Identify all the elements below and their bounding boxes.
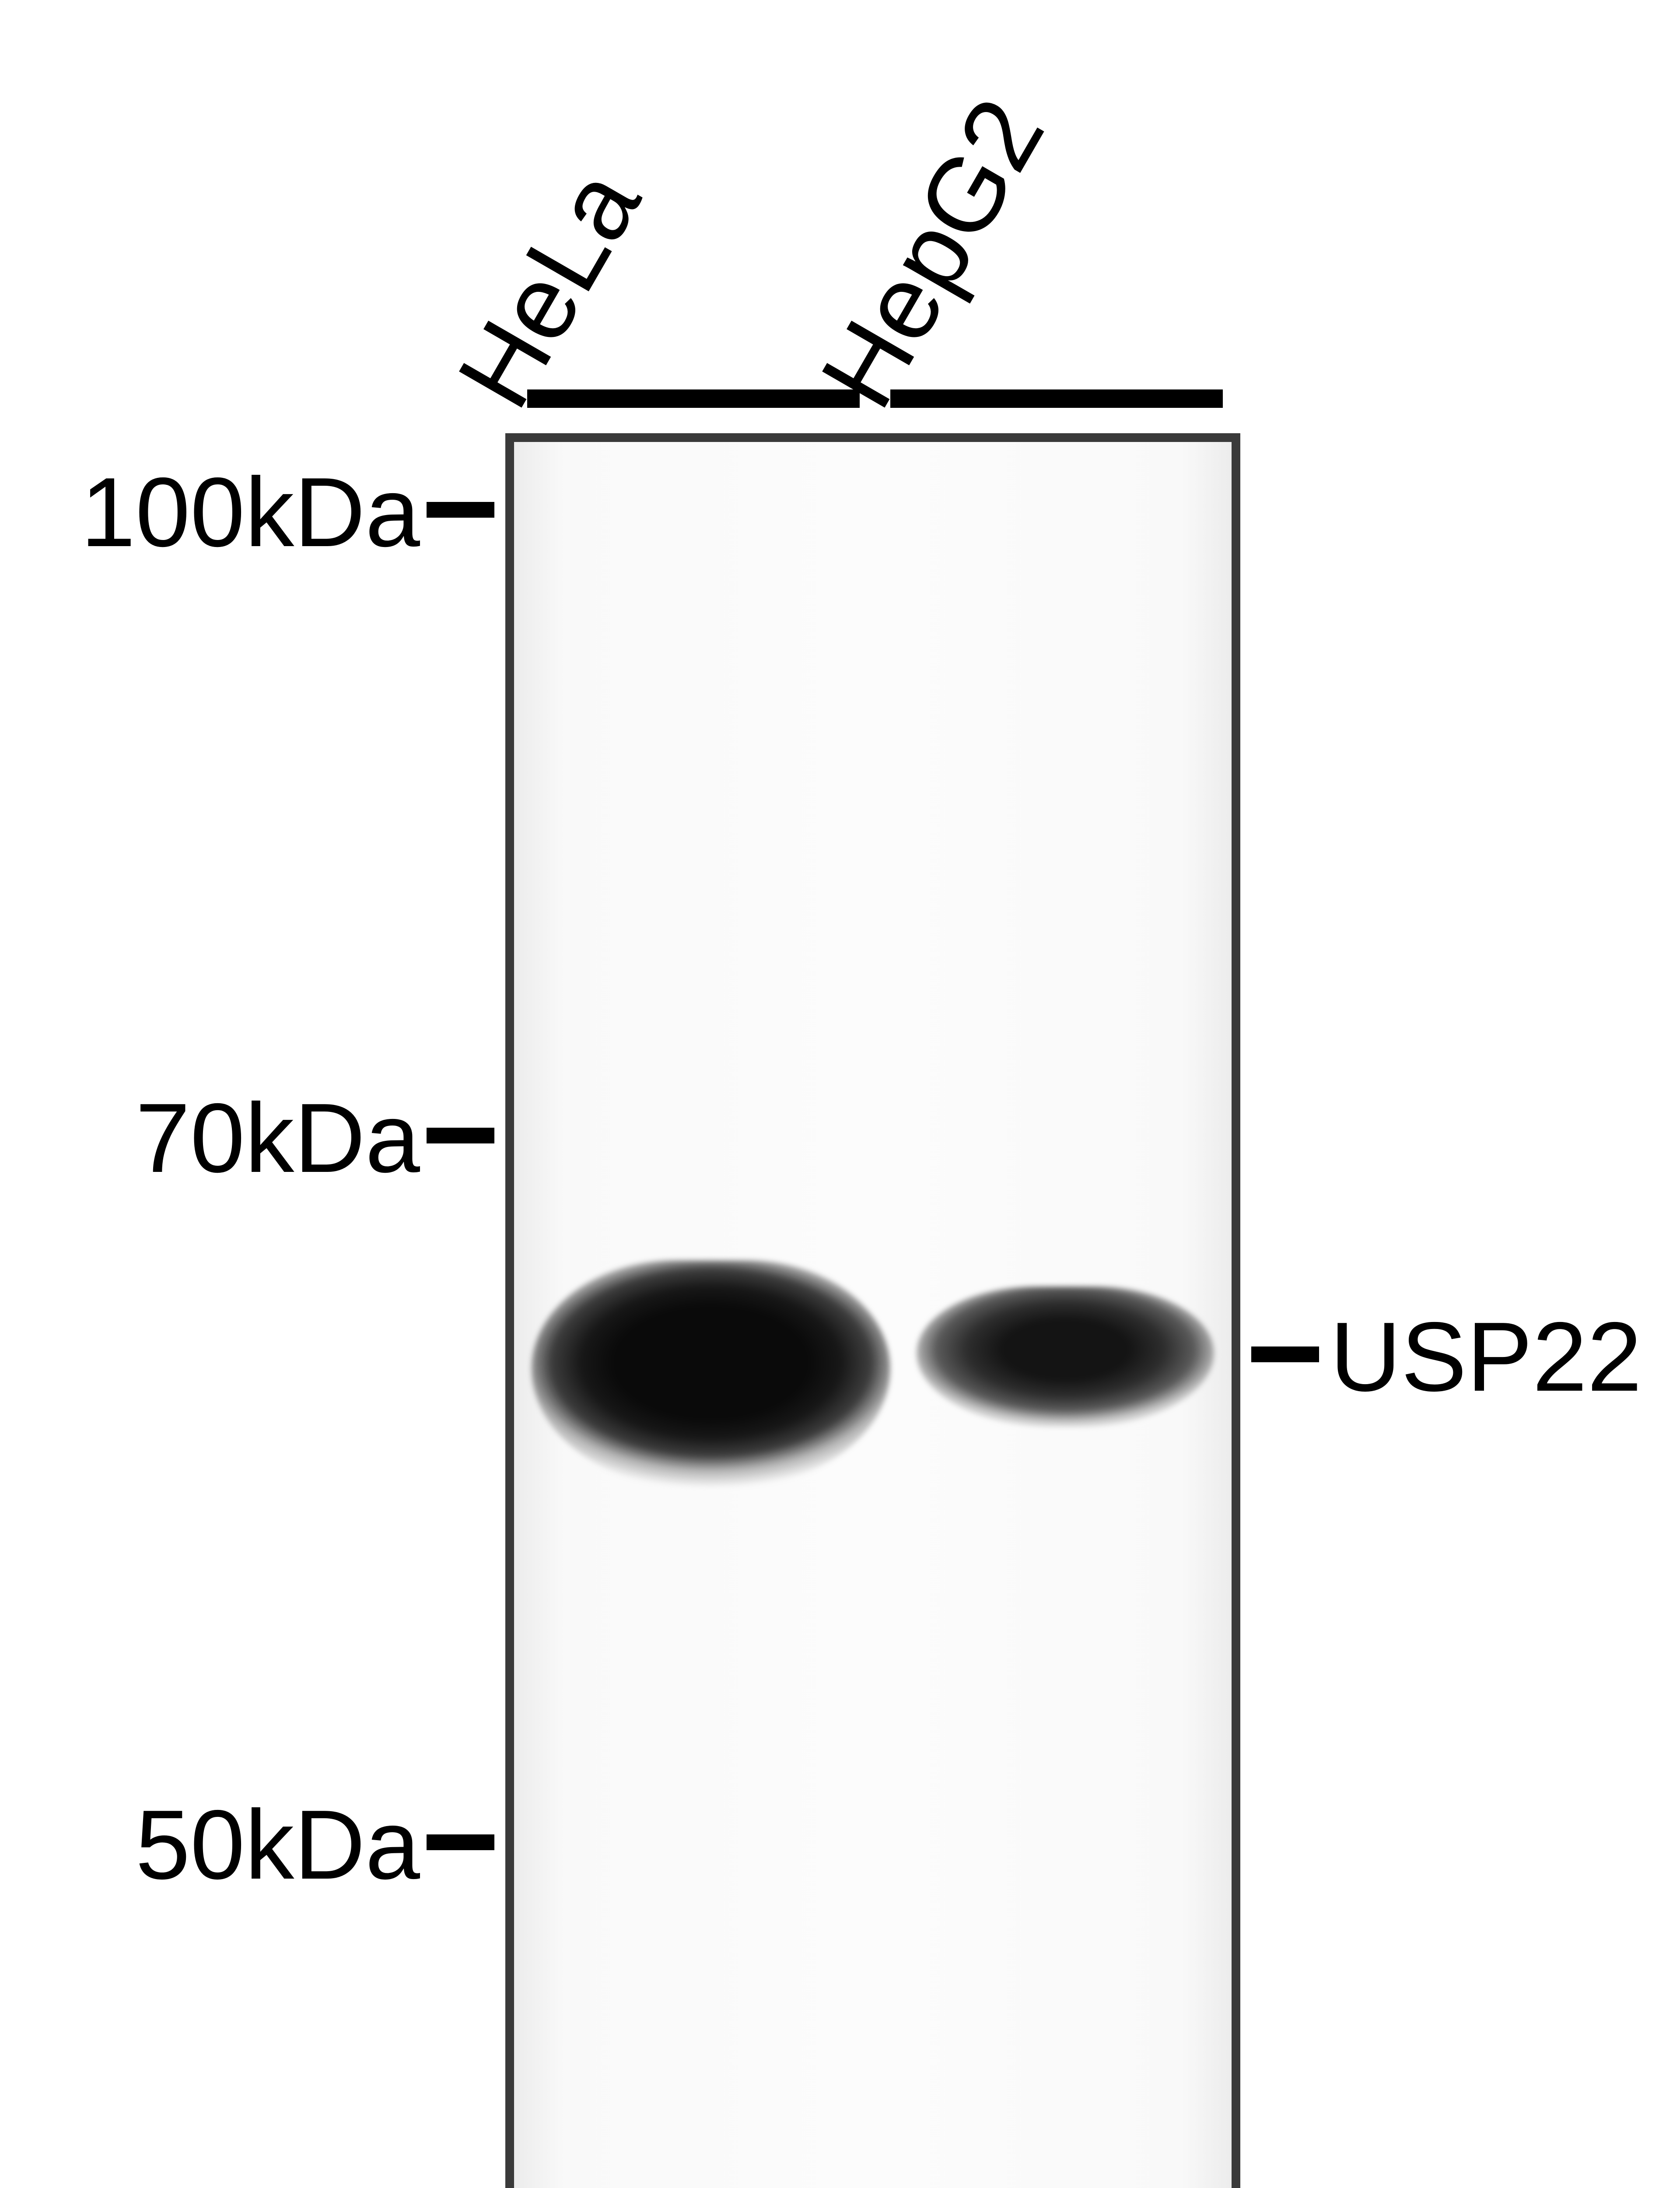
lane-label-hepg2: HepG2 [797,78,1068,427]
blot-membrane [505,433,1240,2188]
mw-tick-100kda [427,502,494,518]
target-label-usp22: USP22 [1330,1300,1642,1413]
lane-underline-hepg2 [890,389,1223,408]
lane-label-hela: HeLa [434,149,664,427]
figure-canvas: HeLa HepG2 100kDa 70kDa 50kDa 40kDa 35kD… [0,0,1680,2188]
lane-underline-hela [527,389,860,408]
target-label-tick [1251,1346,1319,1362]
mw-label-50kda: 50kDa [0,1788,420,1901]
mw-tick-50kda [427,1834,494,1850]
mw-label-100kda: 100kDa [0,456,420,569]
mw-label-70kda: 70kDa [0,1081,420,1195]
mw-tick-70kda [427,1128,494,1143]
